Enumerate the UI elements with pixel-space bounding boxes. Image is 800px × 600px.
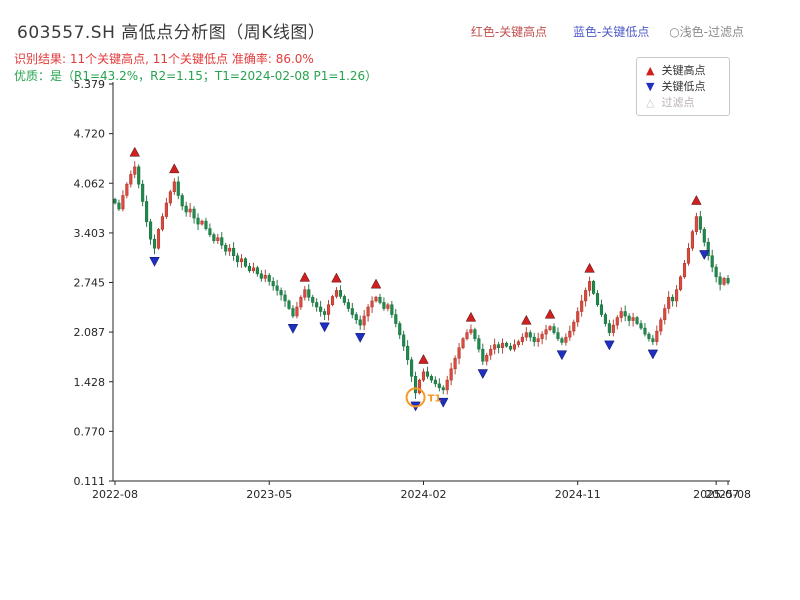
- page-title: 603557.SH 高低点分析图（周K线图）: [17, 23, 326, 43]
- svg-text:4.720: 4.720: [74, 128, 106, 141]
- svg-text:T1: T1: [428, 393, 442, 404]
- legend-high-label: 红色-关键高点: [470, 25, 548, 39]
- svg-text:2025-07: 2025-07: [693, 488, 739, 501]
- top-legend: 红色-关键高点 蓝色-关键低点 ○浅色-过滤点: [471, 23, 744, 40]
- svg-text:2022-08: 2022-08: [92, 488, 138, 501]
- triangle-up-icon: ▲: [646, 64, 655, 77]
- plot-legend-item-filtered: △ 过滤点: [646, 97, 720, 108]
- svg-text:4.062: 4.062: [74, 177, 106, 190]
- plot-legend-filtered-label: 过滤点: [661, 96, 695, 109]
- legend-filtered-label: ○浅色-过滤点: [669, 25, 744, 39]
- svg-text:5.379: 5.379: [74, 78, 106, 91]
- svg-text:3.403: 3.403: [74, 227, 106, 240]
- recognition-result-text: 识别结果: 11个关键高点, 11个关键低点 准确率: 86.0%: [14, 52, 314, 66]
- svg-text:0.770: 0.770: [74, 425, 106, 438]
- plot-legend-box: ▲ 关键高点 ▼ 关键低点 △ 过滤点: [636, 57, 730, 116]
- plot-legend-item-high: ▲ 关键高点: [646, 65, 720, 76]
- plot-legend-item-low: ▼ 关键低点: [646, 81, 720, 92]
- svg-text:1.428: 1.428: [74, 376, 106, 389]
- svg-text:2.087: 2.087: [74, 326, 106, 339]
- svg-text:0.111: 0.111: [74, 475, 106, 488]
- quality-result-text: 优质：是（R1=43.2%，R2=1.15；T1=2024-02-08 P1=1…: [14, 69, 378, 83]
- svg-text:2024-11: 2024-11: [555, 488, 601, 501]
- plot-legend-low-label: 关键低点: [661, 80, 706, 93]
- svg-text:2.745: 2.745: [74, 277, 106, 290]
- plot-legend-high-label: 关键高点: [661, 64, 706, 77]
- svg-text:2023-05: 2023-05: [246, 488, 292, 501]
- triangle-outline-icon: △: [646, 96, 655, 109]
- svg-text:2025-08: 2025-08: [705, 488, 751, 501]
- triangle-down-icon: ▼: [646, 80, 655, 93]
- svg-text:2024-02: 2024-02: [400, 488, 446, 501]
- legend-low-label: 蓝色-关键低点: [573, 25, 650, 39]
